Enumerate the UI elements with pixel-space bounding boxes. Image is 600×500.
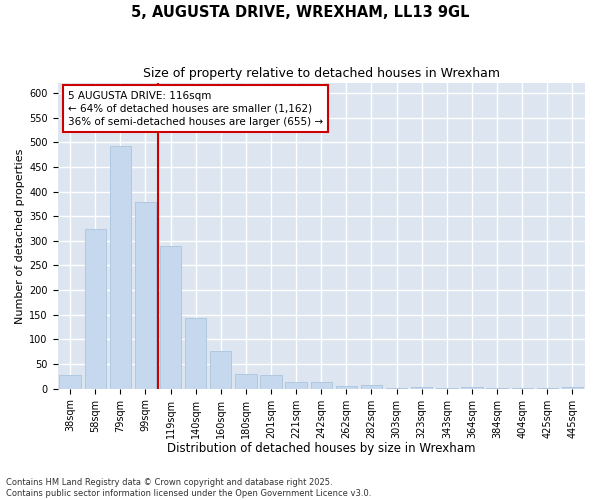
Bar [260,376,281,388]
X-axis label: Distribution of detached houses by size in Wrexham: Distribution of detached houses by size … [167,442,476,455]
Bar [311,382,332,388]
Bar [110,146,131,388]
Bar [135,202,156,388]
Title: Size of property relative to detached houses in Wrexham: Size of property relative to detached ho… [143,68,500,80]
Bar [160,246,181,388]
Bar [235,374,257,388]
Y-axis label: Number of detached properties: Number of detached properties [15,148,25,324]
Bar [210,351,232,389]
Text: Contains HM Land Registry data © Crown copyright and database right 2025.
Contai: Contains HM Land Registry data © Crown c… [6,478,371,498]
Bar [185,318,206,388]
Bar [59,375,81,388]
Bar [361,386,382,388]
Bar [286,382,307,388]
Text: 5, AUGUSTA DRIVE, WREXHAM, LL13 9GL: 5, AUGUSTA DRIVE, WREXHAM, LL13 9GL [131,5,469,20]
Text: 5 AUGUSTA DRIVE: 116sqm
← 64% of detached houses are smaller (1,162)
36% of semi: 5 AUGUSTA DRIVE: 116sqm ← 64% of detache… [68,90,323,127]
Bar [336,386,357,388]
Bar [411,387,433,388]
Bar [85,230,106,388]
